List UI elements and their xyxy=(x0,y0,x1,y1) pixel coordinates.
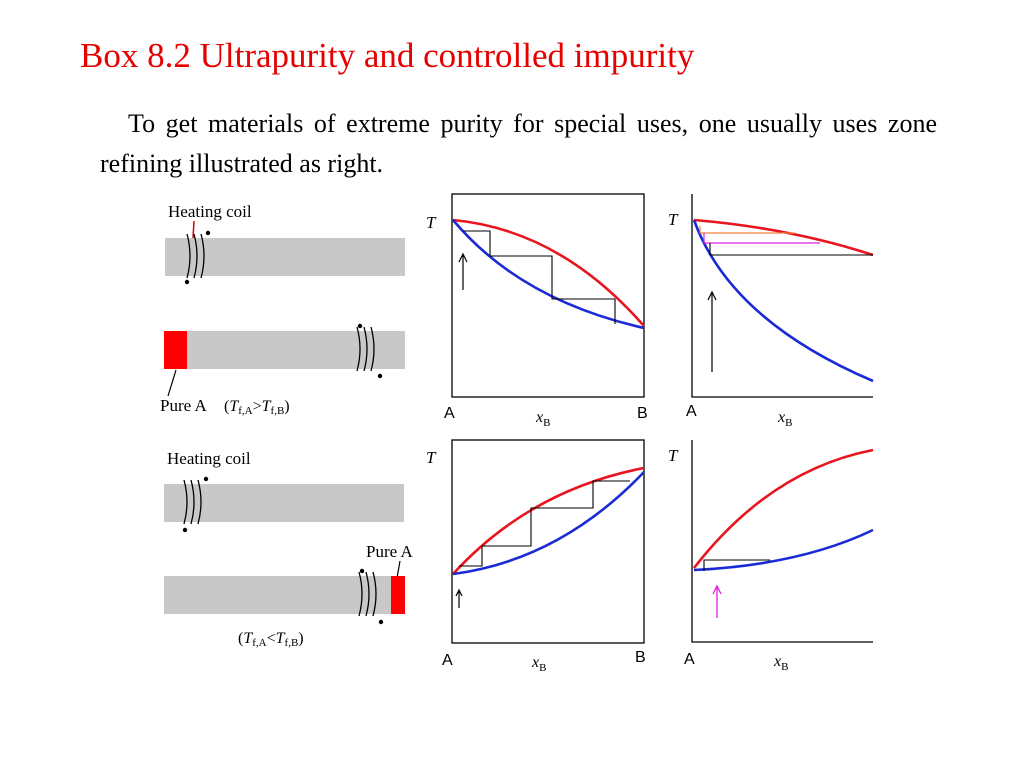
rod-panel-bottom: Heating coil Pure A (Tf,A<Tf,B) xyxy=(164,449,413,649)
up-arrow xyxy=(455,588,463,608)
up-arrow xyxy=(712,584,722,618)
liquidus-curve xyxy=(452,218,645,327)
slide-title: Box 8.2 Ultrapurity and controlled impur… xyxy=(80,36,695,75)
liquidus-curve xyxy=(693,218,874,257)
y-axis-label: T xyxy=(668,446,679,465)
rod-2 xyxy=(165,331,405,369)
axis-end-b: B xyxy=(635,649,646,666)
x-axis-label: xB xyxy=(531,654,546,674)
condition-label: (Tf,A<Tf,B) xyxy=(238,630,304,649)
pure-a-label: Pure A xyxy=(366,542,413,561)
x-axis-label: xB xyxy=(535,409,550,429)
y-axis-label: T xyxy=(668,210,679,229)
x-axis-label: xB xyxy=(777,409,792,429)
solidus-curve xyxy=(692,219,874,383)
tie-line xyxy=(703,559,770,571)
pure-segment xyxy=(164,331,187,369)
pure-segment xyxy=(391,576,405,614)
rod-1 xyxy=(165,238,405,276)
x-axis-label: xB xyxy=(773,653,788,673)
heating-coil-label: Heating coil xyxy=(167,449,251,468)
tie-line-steps xyxy=(463,230,616,324)
axis-end-b: B xyxy=(637,405,648,422)
phase-diagram-top-zoom: T A xB xyxy=(668,194,874,429)
axis-end-a: A xyxy=(686,403,697,420)
axis-end-a: A xyxy=(684,651,695,668)
solidus-curve xyxy=(452,471,645,576)
liquidus-curve xyxy=(452,466,645,575)
rod-4 xyxy=(164,576,404,614)
coil-pointer-line xyxy=(192,220,195,239)
liquidus-curve xyxy=(692,448,874,569)
pure-a-label: Pure A xyxy=(160,396,207,415)
axis-end-a: A xyxy=(444,405,455,422)
solidus-curve xyxy=(452,219,645,330)
heating-coil-label: Heating coil xyxy=(168,202,252,221)
tie-line-steps xyxy=(459,480,630,567)
solidus-curve xyxy=(693,528,874,572)
rod-panel-top: Heating coil Pure A (Tf,A>Tf,B) xyxy=(160,202,405,417)
phase-diagram-top-full: T A B xB xyxy=(426,193,648,429)
y-axis-label: T xyxy=(426,213,437,232)
y-axis-label: T xyxy=(426,448,437,467)
up-arrow xyxy=(707,290,717,372)
axis-end-a: A xyxy=(442,652,453,669)
condition-label: (Tf,A>Tf,B) xyxy=(224,398,290,417)
phase-diagram-bottom-full: T A B xB xyxy=(426,439,646,674)
intro-paragraph: To get materials of extreme purity for s… xyxy=(100,109,937,178)
rod-3 xyxy=(164,484,404,522)
up-arrow xyxy=(458,252,468,290)
phase-diagram-bottom-zoom: T A xB xyxy=(668,440,874,673)
